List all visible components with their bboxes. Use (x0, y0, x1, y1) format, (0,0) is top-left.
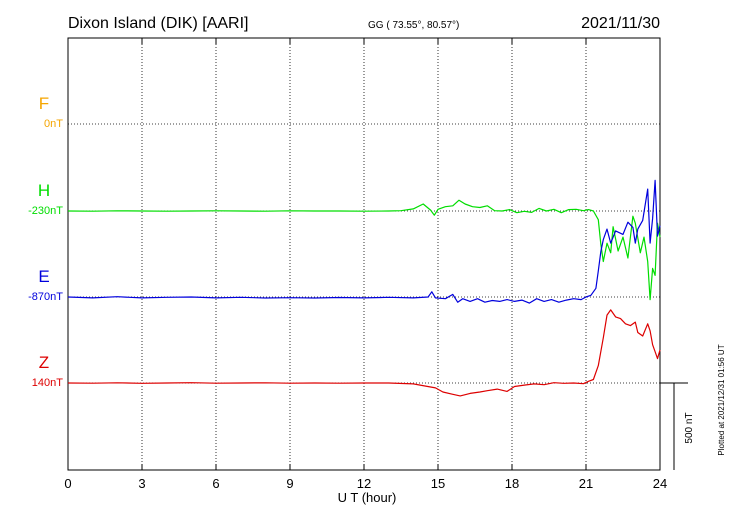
component-label-H: H (38, 181, 50, 200)
grid-lines (141, 38, 587, 470)
x-axis-label: U T (hour) (338, 490, 397, 505)
station-title: Dixon Island (DIK) [AARI] (68, 15, 249, 32)
component-label-F: F (39, 94, 49, 113)
x-tick-label-9: 9 (286, 476, 293, 491)
x-tick-label-15: 15 (431, 476, 445, 491)
x-tick-label-18: 18 (505, 476, 519, 491)
plotted-note: Plotted at 2021/12/31 01:56 UT (717, 344, 726, 455)
coordinates-label: GG ( 73.55°, 80.57°) (368, 20, 459, 31)
x-tick-label-0: 0 (64, 476, 71, 491)
date-label: 2021/11/30 (581, 15, 660, 32)
baseline-label-E: -870nT (28, 291, 63, 303)
series-lines (67, 179, 661, 397)
component-labels: F 0nT H -230nT E -870nT Z 140nT (28, 94, 63, 389)
baseline-label-Z: 140nT (32, 377, 63, 389)
x-tick-label-24: 24 (653, 476, 667, 491)
component-label-E: E (38, 267, 49, 286)
x-axis-ticks: 0 3 6 9 12 15 18 21 24 (64, 38, 667, 491)
component-label-Z: Z (39, 353, 49, 372)
x-tick-label-21: 21 (579, 476, 593, 491)
baseline-label-H: -230nT (28, 205, 63, 217)
x-tick-label-6: 6 (212, 476, 219, 491)
x-tick-label-3: 3 (138, 476, 145, 491)
series-line-Z (67, 309, 661, 397)
baseline-label-F: 0nT (44, 118, 63, 130)
series-line-H (67, 199, 661, 301)
series-line-E (67, 179, 661, 304)
x-tick-label-12: 12 (357, 476, 371, 491)
scale-bar-label: 500 nT (684, 412, 695, 443)
